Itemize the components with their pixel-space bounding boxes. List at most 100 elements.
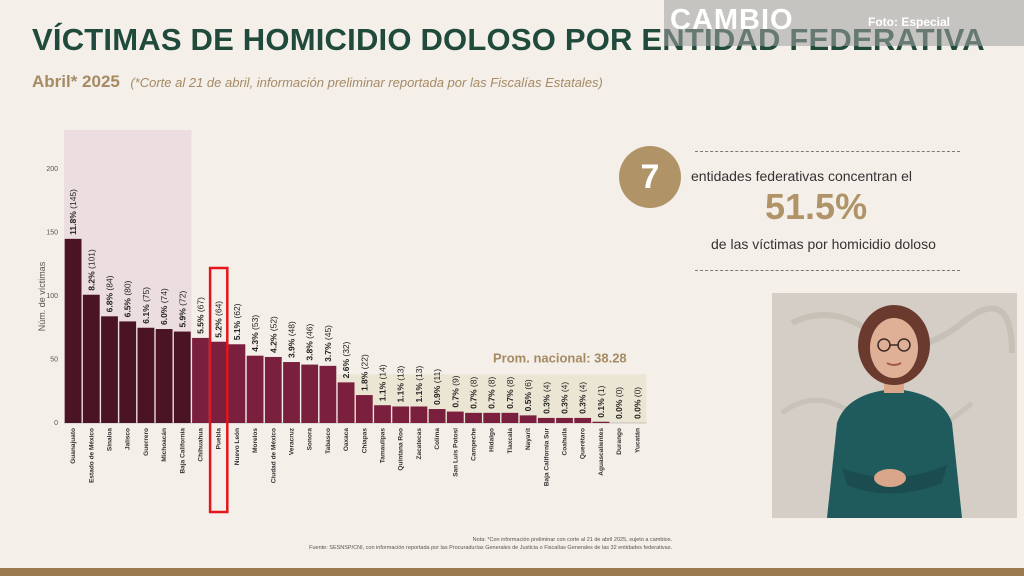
subtitle-row: Abril* 2025 (*Corte al 21 de abril, info… [32,72,603,92]
data-label-percent: 0.3% [578,394,588,414]
data-label-29: 0.1% (1) [596,385,606,417]
bar-20 [428,409,446,423]
data-label-count: (4) [541,382,551,395]
data-label-count: (53) [250,315,260,333]
category-label-4: Guerrero [143,428,150,456]
data-label-count: (46) [305,324,315,342]
data-label-6: 5.9% (72) [177,291,187,328]
data-label-13: 3.8% (46) [305,324,315,361]
category-label-29: Aguascalientes [598,428,605,476]
y-tick-label: 200 [46,166,58,173]
data-label-14: 3.7% (45) [323,325,333,362]
data-label-9: 5.1% (62) [232,303,242,340]
data-label-percent: 3.9% [287,338,297,358]
data-label-percent: 5.9% [177,308,187,328]
data-label-percent: 5.1% [232,320,242,340]
category-label-11: Ciudad de México [270,428,277,483]
concentration-callout: 7 entidades federativas concentran el 51… [615,140,960,280]
bar-23 [483,412,501,423]
data-label-count: (0) [614,387,624,400]
bar-6 [173,331,191,423]
data-label-percent: 5.2% [214,318,224,338]
sign-language-video-panel [772,293,1017,518]
category-label-9: Nuevo León [234,428,241,465]
data-label-percent: 0.3% [560,394,570,414]
data-label-7: 5.5% (67) [196,297,206,334]
national-average-label: Prom. nacional: 38.28 [493,350,627,365]
data-label-count: (8) [505,377,515,390]
data-label-percent: 3.7% [323,342,333,362]
data-label-count: (1) [596,385,606,398]
data-label-count: (13) [414,365,424,383]
data-label-percent: 8.2% [86,271,96,291]
callout-percent: 51.5% [765,186,868,227]
category-label-12: Veracruz [289,427,296,455]
data-label-count: (62) [232,303,242,321]
category-label-8: Puebla [216,428,223,450]
category-label-17: Tamaulipas [380,428,387,464]
data-label-1: 8.2% (101) [86,249,96,291]
data-label-count: (75) [141,287,151,305]
data-label-2: 6.8% (84) [105,275,115,312]
category-label-5: Michoacán [161,428,168,462]
data-label-28: 0.3% (4) [578,382,588,414]
data-label-percent: 0.3% [541,394,551,414]
subtitle-note: (*Corte al 21 de abril, información prel… [130,75,603,90]
category-label-0: Guanajuato [70,428,77,464]
data-label-count: (74) [159,288,169,306]
bar-29 [592,421,610,423]
category-label-18: Quintana Roo [398,428,405,471]
data-label-21: 0.7% (9) [450,375,460,407]
data-label-16: 1.8% (22) [359,354,369,391]
bar-8 [210,341,228,423]
data-label-percent: 0.0% [614,399,624,419]
y-tick-label: 150 [46,230,58,237]
data-label-percent: 0.9% [432,385,442,405]
sign-language-interpreter-image [772,293,1017,518]
data-label-percent: 6.0% [159,305,169,325]
data-label-12: 3.9% (48) [287,321,297,358]
data-label-percent: 0.7% [505,389,515,409]
bottom-decorative-strip [0,568,1024,576]
data-label-percent: 4.2% [268,333,278,353]
data-label-count: (14) [378,364,388,382]
data-label-count: (145) [68,189,78,211]
data-label-percent: 0.7% [469,389,479,409]
data-label-percent: 0.5% [523,392,533,412]
bar-26 [537,417,555,423]
data-label-31: 0.0% (0) [632,387,642,419]
category-label-15: Oaxaca [343,428,350,452]
bar-1 [82,294,100,423]
data-label-percent: 3.8% [305,341,315,361]
data-label-count: (4) [560,382,570,395]
data-label-percent: 6.8% [105,293,115,313]
bar-22 [465,412,482,423]
category-label-21: San Luis Potosí [452,428,459,477]
bar-21 [446,411,464,423]
y-tick-label: 0 [54,420,58,427]
bar-9 [228,344,246,423]
category-label-30: Durango [616,428,623,455]
y-axis-label: Núm. de víctimas [37,261,47,331]
data-label-count: (8) [487,377,497,390]
data-label-percent: 5.5% [196,314,206,334]
data-label-count: (45) [323,325,333,343]
data-label-percent: 4.3% [250,332,260,352]
category-label-31: Yucatán [634,428,641,453]
data-label-count: (72) [177,291,187,309]
bar-27 [556,417,573,423]
data-label-10: 4.3% (53) [250,315,260,352]
data-label-count: (13) [396,365,406,383]
footnote-source: Fuente: SESNSP/CNI, con información repo… [309,545,672,551]
bar-18 [392,406,410,423]
bar-16 [355,395,373,423]
data-label-8: 5.2% (64) [214,301,224,338]
data-label-18: 1.1% (13) [396,365,406,402]
category-label-19: Zacatecas [416,428,423,460]
bar-17 [374,405,391,423]
data-label-count: (9) [450,375,460,388]
bar-13 [301,364,319,423]
data-label-23: 0.7% (8) [487,377,497,409]
data-label-3: 6.5% (80) [123,280,133,317]
category-label-26: Baja California Sur [543,428,550,487]
